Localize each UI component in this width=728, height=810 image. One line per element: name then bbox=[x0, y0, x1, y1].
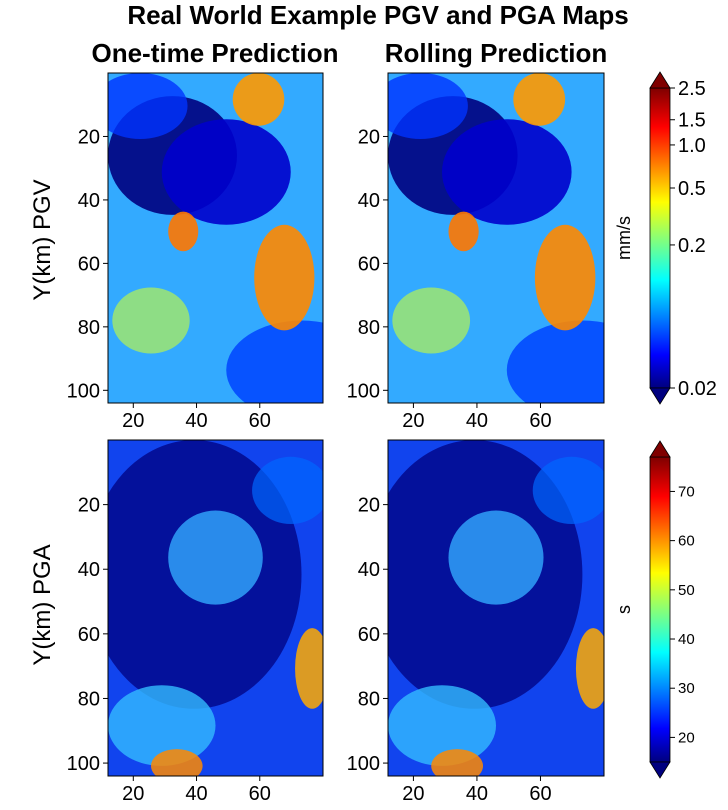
colorbar-tick-label: 1.0 bbox=[678, 135, 706, 157]
colorbar-1: 0.02 0.2 0.5 1.0 1.5 2.5 mm/s bbox=[614, 71, 717, 405]
heatmap-region bbox=[108, 73, 188, 139]
y-tick-label: 80 bbox=[78, 688, 100, 710]
colorbar-label: mm/s bbox=[614, 216, 634, 260]
y-tick-label: 60 bbox=[78, 624, 100, 646]
heatmap-field bbox=[388, 440, 604, 776]
figure-title: Real World Example PGV and PGA Maps bbox=[127, 0, 628, 30]
x-tick-label: 40 bbox=[185, 410, 207, 432]
heatmap-region bbox=[161, 119, 291, 225]
colorbar-tick-label: 1.5 bbox=[678, 110, 706, 132]
colorbar-label: s bbox=[614, 605, 634, 614]
y-tick-label: 20 bbox=[358, 126, 380, 148]
colorbar-max-arrow bbox=[649, 71, 671, 89]
y-tick-label: 100 bbox=[347, 753, 380, 775]
y-tick-label: 20 bbox=[78, 495, 100, 517]
colorbar-tick-label: 0.2 bbox=[678, 235, 706, 257]
colorbar-tick-label: 20 bbox=[678, 729, 695, 746]
x-tick-label: 20 bbox=[122, 410, 144, 432]
heatmap-region bbox=[506, 320, 604, 403]
y-tick-label: 80 bbox=[78, 317, 100, 339]
heatmap-region bbox=[392, 287, 471, 354]
heatmap-region bbox=[532, 456, 604, 524]
x-tick-label: 20 bbox=[402, 783, 424, 805]
x-tick-label: 20 bbox=[402, 410, 424, 432]
heatmap-region bbox=[226, 320, 323, 403]
heatmap-panel-4: 20 40 60 20 40 60 80 100 bbox=[347, 439, 605, 805]
y-tick-label: 40 bbox=[78, 190, 100, 212]
heatmap-panel-2: 20 40 60 20 40 60 80 100 bbox=[347, 72, 605, 432]
colorbar-2: 20 30 40 50 60 70 s bbox=[614, 440, 695, 779]
colorbar-gradient bbox=[649, 87, 671, 389]
heatmap-region bbox=[151, 749, 203, 776]
x-tick-label: 60 bbox=[249, 410, 271, 432]
colorbar-tick-label: 70 bbox=[678, 483, 695, 500]
colorbar-gradient bbox=[649, 456, 671, 763]
colorbar-tick-label: 50 bbox=[678, 582, 695, 599]
y-tick-label: 60 bbox=[358, 253, 380, 275]
heatmap-region bbox=[448, 510, 544, 605]
heatmap-panel-1: 20 40 60 20 40 60 80 100 bbox=[67, 72, 324, 432]
heatmap-region bbox=[252, 456, 323, 524]
y-tick-label: 100 bbox=[67, 753, 100, 775]
heatmap-region bbox=[168, 510, 263, 605]
heatmap-field bbox=[108, 73, 323, 403]
colorbar-min-arrow bbox=[649, 387, 671, 405]
row-label-pga: Y(km) PGA bbox=[29, 544, 56, 665]
col-title-one-time: One-time Prediction bbox=[91, 38, 338, 68]
colorbar-tick-label: 40 bbox=[678, 631, 695, 648]
plot-frame bbox=[387, 72, 605, 404]
x-tick-label: 20 bbox=[122, 783, 144, 805]
heatmap-region bbox=[513, 73, 566, 126]
colorbar-tick-label: 2.5 bbox=[678, 78, 706, 100]
y-tick-label: 60 bbox=[358, 624, 380, 646]
y-tick-label: 80 bbox=[358, 688, 380, 710]
plot-frame bbox=[387, 439, 605, 777]
y-tick-label: 40 bbox=[358, 559, 380, 581]
y-tick-label: 20 bbox=[78, 126, 100, 148]
x-tick-label: 40 bbox=[466, 410, 488, 432]
heatmap-region bbox=[442, 119, 572, 225]
colorbar-min-arrow bbox=[649, 761, 671, 779]
heatmap-region bbox=[575, 628, 604, 709]
x-tick-label: 60 bbox=[249, 783, 271, 805]
y-tick-label: 100 bbox=[347, 380, 380, 402]
x-tick-label: 40 bbox=[466, 783, 488, 805]
col-title-rolling: Rolling Prediction bbox=[385, 38, 607, 68]
heatmap-region bbox=[448, 211, 479, 252]
heatmap-region bbox=[108, 685, 216, 766]
y-tick-label: 80 bbox=[358, 317, 380, 339]
heatmap-region bbox=[168, 211, 199, 252]
row-label-pgv: Y(km) PGV bbox=[29, 179, 56, 300]
colorbar-tick-label: 0.5 bbox=[678, 178, 706, 200]
x-tick-label: 60 bbox=[529, 783, 551, 805]
plot-frame bbox=[107, 72, 324, 404]
colorbar-tick-label: 0.02 bbox=[678, 378, 717, 400]
colorbar-tick-label: 30 bbox=[678, 680, 695, 697]
heatmap-region bbox=[112, 287, 190, 354]
y-tick-label: 40 bbox=[358, 190, 380, 212]
heatmap-region bbox=[295, 628, 323, 709]
colorbar-max-arrow bbox=[649, 440, 671, 458]
y-tick-label: 40 bbox=[78, 559, 100, 581]
y-tick-label: 20 bbox=[358, 495, 380, 517]
heatmap-region bbox=[254, 224, 315, 331]
heatmap-region bbox=[388, 685, 496, 766]
heatmap-region bbox=[431, 749, 484, 776]
heatmap-region bbox=[388, 73, 468, 139]
plot-frame bbox=[107, 439, 324, 777]
heatmap-panel-3: 20 40 60 20 40 60 80 100 bbox=[67, 439, 324, 805]
x-tick-label: 60 bbox=[529, 410, 551, 432]
y-tick-label: 100 bbox=[67, 380, 100, 402]
heatmap-region bbox=[232, 73, 285, 126]
heatmap-region bbox=[534, 224, 596, 331]
colorbar-tick-label: 60 bbox=[678, 533, 695, 550]
heatmap-field bbox=[388, 73, 604, 403]
x-tick-label: 40 bbox=[185, 783, 207, 805]
heatmap-field bbox=[108, 440, 323, 776]
y-tick-label: 60 bbox=[78, 253, 100, 275]
